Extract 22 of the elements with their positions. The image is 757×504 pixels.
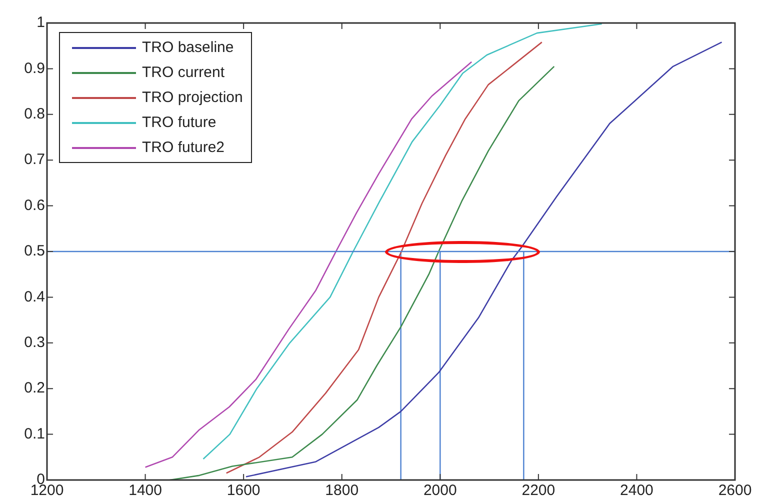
x-tick-label: 1600 xyxy=(226,482,260,500)
x-tick-label: 2600 xyxy=(718,482,752,500)
x-tick-label: 1800 xyxy=(325,482,359,500)
legend-label: TRO current xyxy=(142,64,225,81)
y-tick-label: 0.6 xyxy=(24,196,45,214)
x-tick-label: 2200 xyxy=(522,482,556,500)
legend-label: TRO baseline xyxy=(142,39,234,56)
x-tick-label: 2400 xyxy=(620,482,654,500)
y-tick-label: 0.5 xyxy=(24,242,45,260)
x-tick-label: 1400 xyxy=(128,482,162,500)
legend-label: TRO projection xyxy=(142,89,243,106)
y-tick-label: 0.1 xyxy=(24,425,45,442)
x-tick-label: 2000 xyxy=(423,482,457,500)
y-tick-label: 0.2 xyxy=(24,380,45,397)
y-tick-label: 0.7 xyxy=(24,151,45,168)
legend-label: TRO future xyxy=(142,114,216,131)
legend-label: TRO future2 xyxy=(142,139,225,156)
y-tick-label: 0.3 xyxy=(24,334,45,352)
y-tick-label: 0.8 xyxy=(24,106,45,123)
y-tick-label: 1 xyxy=(36,14,45,32)
y-tick-label: 0.9 xyxy=(24,60,45,77)
y-tick-label: 0.4 xyxy=(24,288,45,306)
